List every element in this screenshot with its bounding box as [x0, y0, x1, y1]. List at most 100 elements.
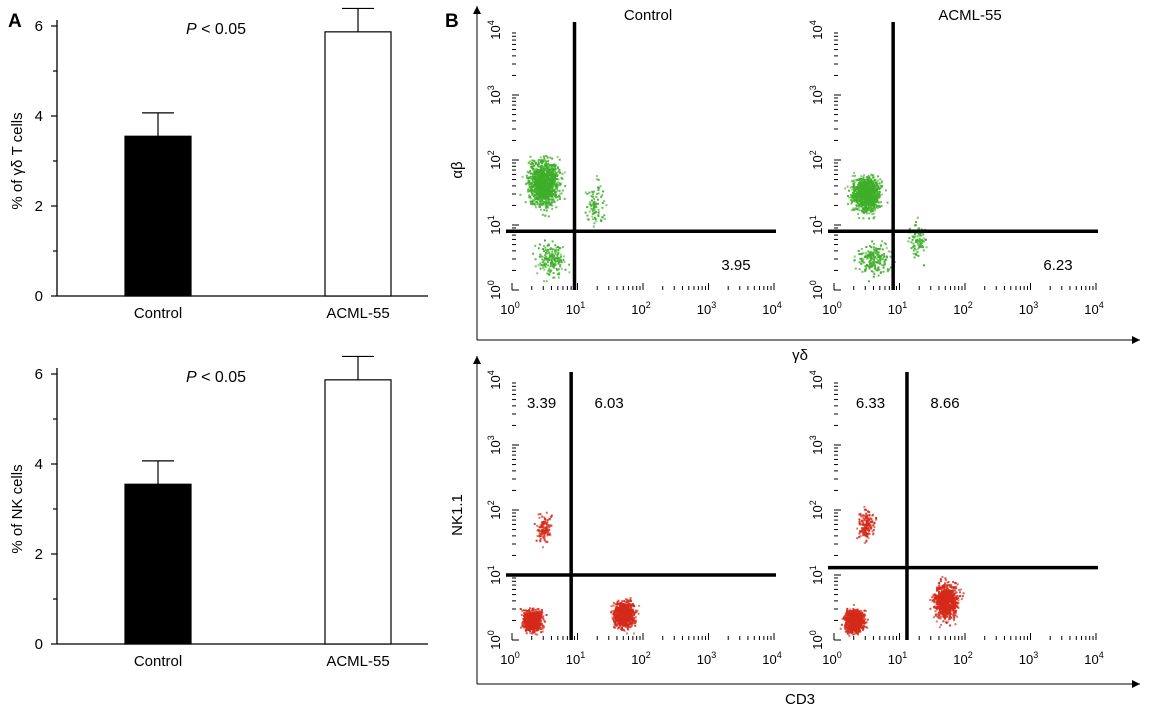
event-dot — [863, 178, 866, 181]
event-dot — [867, 265, 870, 268]
event-dot — [529, 195, 532, 198]
event-dot — [877, 259, 879, 262]
event-dot — [556, 255, 559, 258]
event-dot — [553, 177, 556, 180]
event-dot — [872, 205, 875, 207]
event-dot — [529, 155, 532, 158]
event-dot — [551, 166, 554, 169]
event-dot — [548, 201, 551, 204]
event-dot — [870, 173, 873, 176]
event-dot — [543, 179, 546, 182]
event-dot — [877, 179, 880, 182]
event-dot — [866, 200, 869, 203]
event-dot — [624, 601, 627, 604]
event-dot — [872, 174, 875, 177]
event-dot — [878, 193, 880, 196]
event-dot — [529, 631, 532, 634]
event-dot — [544, 530, 547, 533]
event-dot — [531, 159, 534, 162]
event-dot — [529, 197, 532, 200]
event-dot — [922, 237, 925, 240]
event-dot — [917, 243, 919, 246]
event-dot — [855, 632, 858, 635]
event-dot — [551, 157, 554, 160]
event-dot — [524, 613, 527, 616]
event-dot — [851, 175, 854, 177]
event-dot — [553, 163, 556, 166]
event-dot — [597, 185, 599, 188]
event-dot — [615, 610, 618, 613]
event-dot — [918, 227, 921, 230]
event-dot — [871, 197, 874, 200]
event-dot — [538, 205, 541, 208]
event-dot — [889, 266, 892, 269]
event-dot — [543, 187, 546, 190]
event-dot — [873, 186, 876, 189]
event-dot — [545, 164, 547, 167]
event-dot — [550, 265, 553, 267]
event-dot — [557, 276, 560, 279]
event-dot — [542, 546, 544, 549]
event-dot — [865, 191, 868, 193]
event-dot — [852, 179, 855, 182]
event-dot — [871, 213, 874, 216]
event-dot — [626, 632, 628, 635]
event-dot — [862, 198, 865, 201]
event-dot — [610, 605, 613, 608]
event-dot — [521, 609, 524, 612]
event-dot — [620, 609, 623, 612]
event-dot — [539, 166, 542, 168]
event-dot — [556, 273, 559, 276]
event-dot — [872, 201, 874, 204]
event-dot — [872, 180, 875, 183]
event-dot — [543, 182, 546, 185]
y-tick-label: 100 — [486, 630, 503, 649]
event-dot — [537, 264, 540, 267]
event-dot — [547, 204, 550, 207]
event-dot — [540, 614, 542, 617]
event-dot — [873, 273, 876, 276]
event-dot — [911, 238, 914, 241]
event-dot — [878, 190, 881, 193]
event-dot — [845, 626, 847, 629]
event-dot — [555, 251, 558, 254]
event-dot — [532, 625, 535, 628]
event-dot — [552, 262, 554, 265]
event-dot — [550, 269, 553, 272]
event-dot — [550, 173, 553, 175]
event-dot — [543, 533, 546, 536]
event-dot — [554, 188, 556, 191]
event-dot — [612, 602, 615, 604]
event-dot — [850, 180, 853, 183]
event-dot — [868, 265, 871, 268]
tick-exponent: 0 — [486, 630, 496, 635]
event-dot — [860, 260, 863, 263]
event-dot — [914, 233, 916, 236]
event-dot — [555, 168, 558, 171]
event-dot — [853, 184, 855, 187]
event-dot — [857, 193, 860, 196]
event-dot — [877, 201, 880, 204]
event-dot — [876, 261, 879, 263]
event-dot — [549, 255, 552, 258]
event-dot — [549, 168, 551, 171]
tick-exponent: 2 — [486, 150, 496, 155]
event-dot — [542, 615, 545, 618]
event-dot — [844, 187, 847, 190]
event-dot — [549, 202, 552, 205]
event-dot — [556, 269, 559, 272]
event-dot — [541, 535, 544, 538]
event-dot — [554, 261, 557, 264]
event-dot — [537, 162, 540, 165]
event-dot — [540, 609, 543, 612]
event-dot — [633, 632, 635, 635]
event-dot — [881, 253, 884, 256]
event-dot — [546, 521, 549, 524]
event-dot — [878, 268, 881, 271]
event-dot — [586, 214, 589, 217]
event-dot — [539, 183, 542, 186]
event-dot — [617, 611, 619, 614]
event-dot — [863, 187, 865, 190]
event-dot — [860, 196, 863, 199]
